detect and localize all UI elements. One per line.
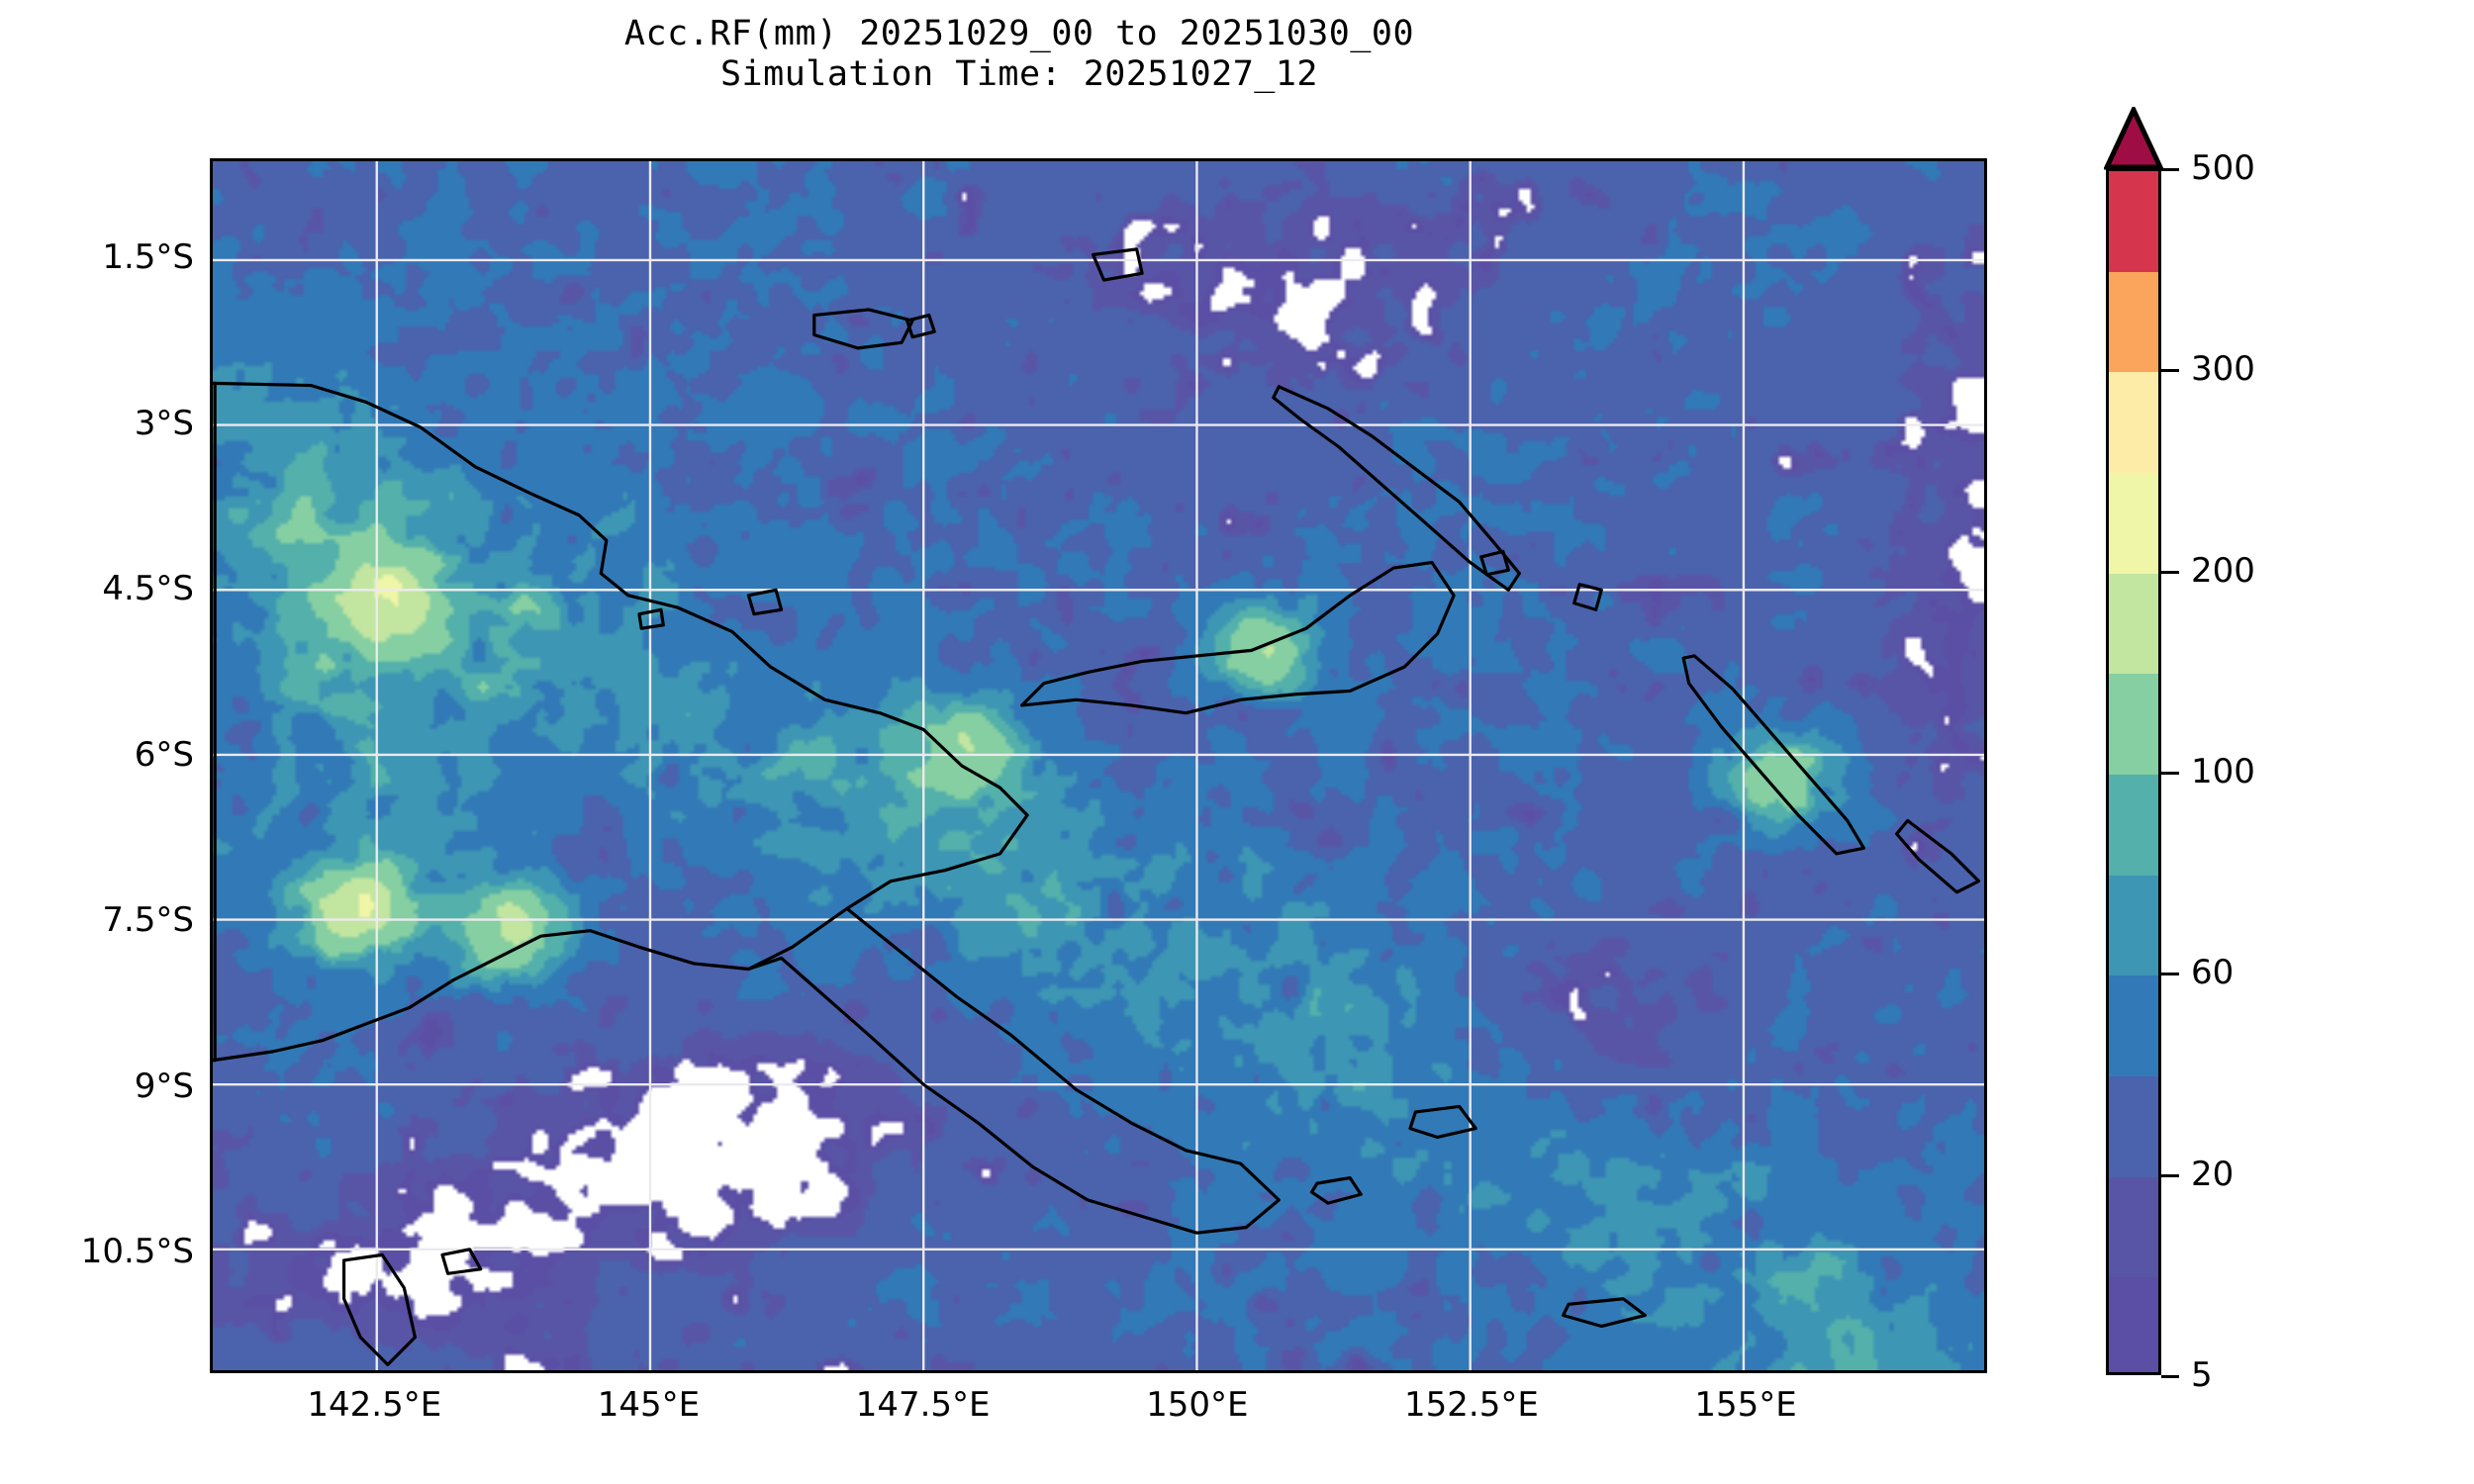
colorbar-band-6	[2109, 674, 2158, 776]
ytick-label-3: 6°S	[134, 734, 194, 775]
title-line-1: Acc.RF(mm) 20251029_00 to 20251030_00	[623, 14, 1415, 53]
xtick-label-3: 150°E	[1146, 1385, 1249, 1425]
colorbar-tick-0	[2161, 168, 2179, 171]
colorbar-tick-label-3: 100	[2191, 752, 2255, 791]
ytick-label-0: 1.5°S	[102, 237, 194, 278]
colorbar-tick-4	[2161, 973, 2179, 976]
title-line-2: Simulation Time: 20251027_12	[719, 54, 1318, 95]
colorbar-tick-label-5: 20	[2191, 1154, 2235, 1194]
colorbar-tick-3	[2161, 772, 2179, 775]
colorbar-band-8	[2109, 473, 2158, 575]
xtick-label-4: 152.5°E	[1404, 1385, 1539, 1425]
rainfall-contour-canvas	[213, 161, 1984, 1370]
map-plot-area[interactable]	[210, 158, 1987, 1373]
xtick-label-0: 142.5°E	[307, 1385, 442, 1425]
colorbar[interactable]: 500 300 200 100 60 20 5	[2104, 107, 2255, 1395]
colorbar-band-2	[2109, 1076, 2158, 1178]
colorbar-band-5	[2109, 775, 2158, 877]
colorbar-band-11	[2109, 171, 2158, 273]
colorbar-tick-6	[2161, 1375, 2179, 1378]
rainfall-field	[213, 161, 1984, 1370]
colorbar-band-0	[2109, 1277, 2158, 1372]
colorbar-tick-label-4: 60	[2191, 953, 2235, 993]
xtick-label-2: 147.5°E	[855, 1385, 991, 1425]
colorbar-tick-1	[2161, 369, 2179, 373]
colorbar-tick-label-2: 200	[2191, 550, 2255, 591]
colorbar-tick-label-0: 500	[2191, 148, 2255, 188]
ytick-label-1: 3°S	[134, 403, 194, 443]
colorbar-band-10	[2109, 271, 2158, 374]
colorbar-tick-label-6: 5	[2191, 1355, 2213, 1395]
colorbar-band-3	[2109, 975, 2158, 1077]
colorbar-band-4	[2109, 875, 2158, 977]
ytick-label-6: 10.5°S	[80, 1232, 194, 1272]
ytick-label-4: 7.5°S	[102, 900, 194, 941]
colorbar-extend-arrow-icon	[2104, 107, 2163, 170]
xtick-label-5: 155°E	[1694, 1385, 1797, 1425]
colorbar-band-1	[2109, 1176, 2158, 1279]
colorbar-tick-label-1: 300	[2191, 349, 2255, 390]
colorbar-gradient	[2106, 168, 2161, 1375]
chart-title: Acc.RF(mm) 20251029_00 to 20251030_00 Si…	[0, 14, 2039, 96]
colorbar-tick-5	[2161, 1173, 2179, 1177]
ytick-label-2: 4.5°S	[102, 569, 194, 609]
ytick-label-5: 9°S	[134, 1066, 194, 1106]
colorbar-band-7	[2109, 573, 2158, 676]
colorbar-tick-2	[2161, 570, 2179, 574]
xtick-label-1: 145°E	[597, 1385, 701, 1425]
colorbar-band-9	[2109, 372, 2158, 474]
